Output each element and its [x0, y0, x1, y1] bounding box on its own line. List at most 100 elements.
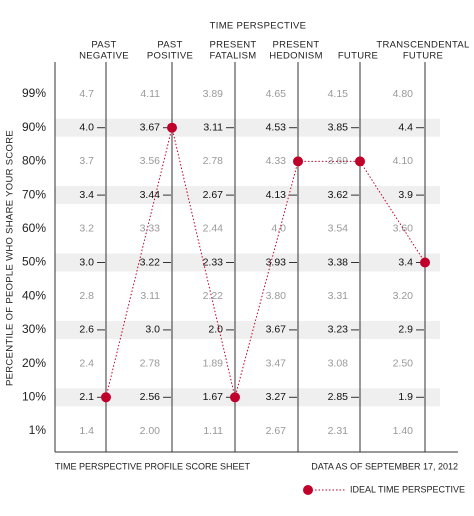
score-label: 3.67 — [266, 324, 287, 336]
score-label: 2.67 — [266, 425, 287, 437]
score-label: 3.89 — [203, 88, 224, 100]
column-header: TRANSCENDENTAL — [376, 40, 469, 51]
score-label: 4.15 — [328, 88, 349, 100]
score-label: 4.53 — [266, 121, 287, 133]
y-axis-label: PERCENTILE OF PEOPLE WHO SHARE YOUR SCOR… — [5, 130, 16, 386]
score-label: 1.11 — [203, 425, 223, 437]
score-label: 4.10 — [393, 155, 414, 167]
percentile-label: 50% — [22, 255, 46, 269]
score-label: 3.20 — [393, 290, 414, 302]
score-label: 2.0 — [208, 324, 223, 336]
score-label: 4.0 — [79, 121, 94, 133]
score-label: 2.78 — [140, 357, 161, 369]
score-label: 4.4 — [398, 121, 413, 133]
score-label: 2.9 — [398, 324, 413, 336]
score-label: 3.2 — [79, 223, 94, 235]
score-label: 2.33 — [203, 256, 224, 268]
score-label: 3.27 — [266, 391, 287, 403]
percentile-label: 1% — [29, 423, 47, 437]
row-band — [55, 118, 440, 137]
score-label: 2.85 — [328, 391, 349, 403]
footer-right: DATA AS OF SEPTEMBER 17, 2012 — [311, 461, 458, 471]
score-label: 2.6 — [79, 324, 94, 336]
score-label: 4.11 — [140, 88, 160, 100]
score-label: 3.38 — [328, 256, 349, 268]
row-band — [55, 186, 440, 205]
ideal-point — [293, 156, 303, 167]
score-label: 2.44 — [203, 223, 224, 235]
ideal-line — [105, 127, 426, 398]
score-label: 2.1 — [79, 391, 94, 403]
score-label: 2.56 — [140, 391, 161, 403]
score-label: 3.47 — [266, 357, 287, 369]
column-header: PAST — [91, 40, 116, 51]
column-header: POSITIVE — [147, 51, 193, 62]
percentile-label: 90% — [22, 120, 46, 134]
legend-marker — [303, 485, 313, 495]
percentile-label: 60% — [22, 221, 46, 235]
chart-title: TIME PERSPECTIVE — [210, 21, 307, 32]
score-label: 2.00 — [140, 425, 161, 437]
score-label: 3.23 — [328, 324, 349, 336]
percentile-label: 30% — [22, 322, 46, 336]
score-label: 3.80 — [266, 290, 287, 302]
score-label: 2.50 — [393, 357, 414, 369]
column-header: FATALISM — [210, 51, 257, 62]
score-label: 2.4 — [79, 357, 94, 369]
score-label: 4.80 — [393, 88, 414, 100]
score-label: 3.67 — [140, 121, 161, 133]
score-label: 3.22 — [140, 256, 161, 268]
percentile-label: 20% — [22, 356, 46, 370]
score-label: 3.54 — [328, 223, 349, 235]
score-label: 4.33 — [266, 155, 287, 167]
score-label: 3.62 — [328, 189, 349, 201]
column-header: NEGATIVE — [79, 51, 129, 62]
score-label: 3.08 — [328, 357, 349, 369]
score-label: 3.0 — [145, 324, 160, 336]
score-label: 3.69 — [328, 155, 349, 167]
score-label: 3.11 — [140, 290, 160, 302]
score-label: 1.89 — [203, 357, 224, 369]
score-label: 2.31 — [328, 425, 349, 437]
score-label: 1.67 — [203, 391, 224, 403]
column-header: PRESENT — [273, 40, 320, 51]
score-label: 3.9 — [398, 189, 413, 201]
score-label: 3.7 — [79, 155, 94, 167]
percentile-label: 80% — [22, 154, 46, 168]
column-header: FUTURE — [338, 51, 378, 62]
score-label: 4.13 — [266, 189, 287, 201]
background — [54, 62, 458, 453]
percentile-label: 70% — [22, 187, 46, 201]
column-header: PRESENT — [210, 40, 257, 51]
score-label: 4.0 — [271, 223, 286, 235]
ideal-point — [101, 392, 111, 403]
ideal-point — [230, 392, 240, 403]
ideal-point — [167, 122, 177, 133]
score-label: 3.85 — [328, 121, 349, 133]
legend-label: IDEAL TIME PERSPECTIVE — [350, 484, 465, 494]
column-header: HEDONISM — [269, 51, 323, 62]
score-label: 1.40 — [393, 425, 414, 437]
score-label: 3.44 — [140, 189, 161, 201]
score-label: 2.8 — [79, 290, 94, 302]
percentile-label: 99% — [22, 86, 46, 100]
percentile-label: 10% — [22, 389, 46, 403]
row-band — [55, 253, 440, 272]
score-label: 2.22 — [203, 290, 224, 302]
ideal-point — [420, 257, 430, 268]
score-label: 4.7 — [79, 88, 94, 100]
column-header: FUTURE — [403, 51, 443, 62]
row-band — [55, 388, 440, 407]
percentile-label: 40% — [22, 288, 46, 302]
score-label: 3.60 — [393, 223, 414, 235]
score-label: 3.56 — [140, 155, 161, 167]
score-label: 3.11 — [203, 121, 223, 133]
score-label: 2.78 — [203, 155, 224, 167]
ideal-point — [355, 156, 365, 167]
row-band — [55, 320, 440, 339]
score-label: 1.4 — [79, 425, 94, 437]
footer-left: TIME PERSPECTIVE PROFILE SCORE SHEET — [55, 461, 251, 471]
score-label: 1.9 — [398, 391, 413, 403]
score-label: 3.31 — [328, 290, 349, 302]
